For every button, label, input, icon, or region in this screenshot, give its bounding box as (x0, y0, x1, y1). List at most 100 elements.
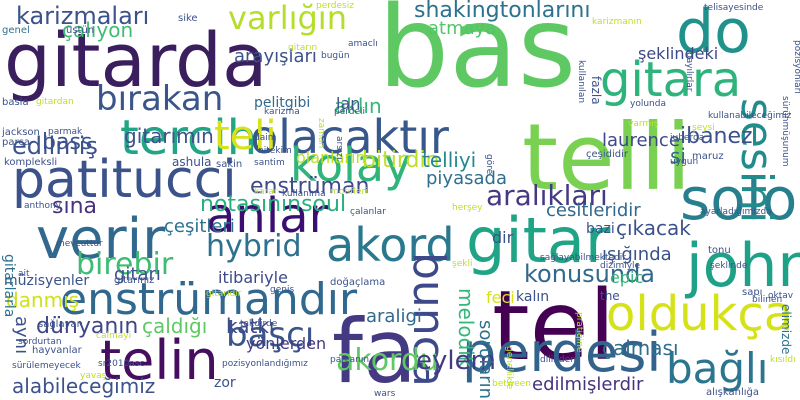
word-sorduran: sordurtan (18, 337, 62, 347)
word-karizma: karizma (264, 107, 300, 117)
word-yolunda: yolunda (630, 99, 666, 109)
word-kolay: kolay (290, 138, 412, 192)
word-calmayi: calmayi (96, 331, 132, 341)
word-bunca: bunca (403, 252, 454, 387)
word-saglayan: sağlayan (38, 319, 83, 330)
word-elimizde: elimizde (779, 304, 793, 355)
word-basla: basla (2, 97, 29, 108)
word-telli: telli (522, 104, 692, 211)
word-mevcuttur: mevcuttur (56, 239, 103, 249)
word-bagli: bağlı (666, 344, 769, 393)
word-genel: genel (2, 25, 30, 36)
word-katki: katkı (226, 314, 275, 338)
word-solo: solo (680, 165, 798, 233)
word-telin: telin (100, 329, 219, 392)
word-gitari: gitarı (114, 264, 161, 285)
word-varligin: varlığın (228, 0, 347, 37)
word-cikacak: çıkacak (616, 216, 691, 240)
word-bitirdin: bitirdin (362, 148, 440, 173)
word-zor: zor (214, 375, 236, 391)
word-si: si (670, 144, 686, 168)
word-ustun: üstün (66, 25, 95, 36)
word-saglayabilmektedir: sağlayabilmektedir (540, 253, 626, 263)
word-itibariyle: itibariyle (218, 268, 288, 287)
word-between: between (492, 379, 531, 389)
word-the: the (600, 289, 620, 303)
word-pratigine: pratiğine (574, 312, 584, 353)
word-shakingtonlarini: shakingtonlarını (414, 0, 591, 23)
word-parca: parça (2, 137, 30, 148)
word-dir: dir (492, 228, 514, 247)
word-karar: karar (254, 187, 278, 197)
word-lan: lan (336, 94, 361, 113)
word-zaman: zaman (316, 118, 326, 149)
word-gitardan: gitardan (36, 97, 74, 107)
word-telliyi: telliyi (422, 148, 477, 172)
word-sike: sike (178, 13, 198, 24)
word-cesitleri: çeşitleri (164, 216, 235, 237)
word-baylar: bayılırlar (684, 52, 694, 92)
word-piyasada: piyasada (426, 168, 507, 189)
word-verir: verir (36, 207, 166, 272)
word-bass: bass (42, 130, 93, 155)
word-genis: geniş (270, 285, 295, 295)
word-bugun: bugün (321, 51, 350, 61)
word-gore: göre (484, 154, 494, 175)
word-atmaya: atmaya (428, 18, 497, 39)
word-anlar: anlar (206, 188, 329, 244)
word-aralig: araligi (366, 306, 422, 327)
word-gitara: gitara (600, 52, 742, 108)
word-yonlerden: yönlerden (246, 334, 327, 353)
word-ait: ait (18, 269, 30, 279)
word-muzisyenler: müzisyenler (4, 273, 90, 289)
word-akordu: akordu (336, 343, 439, 378)
word-perdesiz: perdesiz (316, 1, 354, 11)
word-basci: başçı (226, 315, 315, 355)
word-sorularina: sorularına (475, 320, 496, 400)
word-danmis: danmış (6, 288, 80, 312)
word-gitarlarla: gitarlarla (1, 254, 17, 318)
word-nitekim: nitekim (258, 146, 292, 156)
word-edilmis: edilmiş (12, 132, 98, 160)
word-dilinden: dilinden (540, 355, 576, 365)
word-varmis: varmış (628, 119, 659, 129)
word-dunyanin: dünyanın (36, 314, 139, 339)
word-santim: santim (254, 158, 285, 168)
word-sesini: sesini (731, 98, 782, 224)
word-pelitgibi: pelitgibi (254, 95, 311, 111)
word-eylem: eylem (416, 346, 496, 376)
word-pozisyonlari: pozisyonları (792, 40, 800, 94)
word-fa: fa (332, 300, 417, 400)
word-anthony: anthony (24, 201, 61, 211)
word-olacaktir: olacaktır (250, 110, 449, 164)
word-parcanin: parçanın (330, 355, 370, 365)
word-kullanabilecegimiz: kullanabileceğimiz (708, 111, 792, 121)
word-daim: daim (254, 133, 277, 143)
word-birakan: bırakan (96, 79, 224, 119)
word-tercih: tercih (120, 110, 258, 166)
word-takdirde: takdirde (240, 319, 278, 329)
word-hybrid: hybrid (206, 229, 302, 264)
word-ayarladigimizda: ayarladığımızda (700, 207, 772, 217)
word-wars: wars (374, 389, 396, 399)
word-seysi: şeysi (692, 123, 715, 133)
word-kullanilan: kullanılan (576, 60, 586, 104)
word-hersey: herşey (452, 203, 483, 213)
word-gitarda: gitarda (4, 18, 268, 104)
word-yavas: yavaş (80, 371, 107, 381)
word-caliyon: çalıyon (62, 18, 134, 42)
word-epic: epic (610, 268, 644, 287)
word-olanlarin: olanların (296, 148, 366, 167)
word-gitaridir: gitarıdır (206, 289, 242, 299)
word-gitar: gitar (466, 204, 611, 277)
word-kompleksli: kompleksli (4, 157, 58, 168)
word-arayislari: arayışları (234, 46, 317, 67)
word-gitariniz: gitarınız (114, 275, 155, 286)
word-fazla: fazla (589, 76, 603, 105)
word-ayni: aynı (11, 316, 32, 355)
word-kisildi: kısıldı (770, 355, 796, 365)
word-juberda: juberda (670, 133, 705, 143)
word-isiginda: ışığında (602, 244, 672, 265)
word-jackson: jackson (2, 127, 40, 138)
